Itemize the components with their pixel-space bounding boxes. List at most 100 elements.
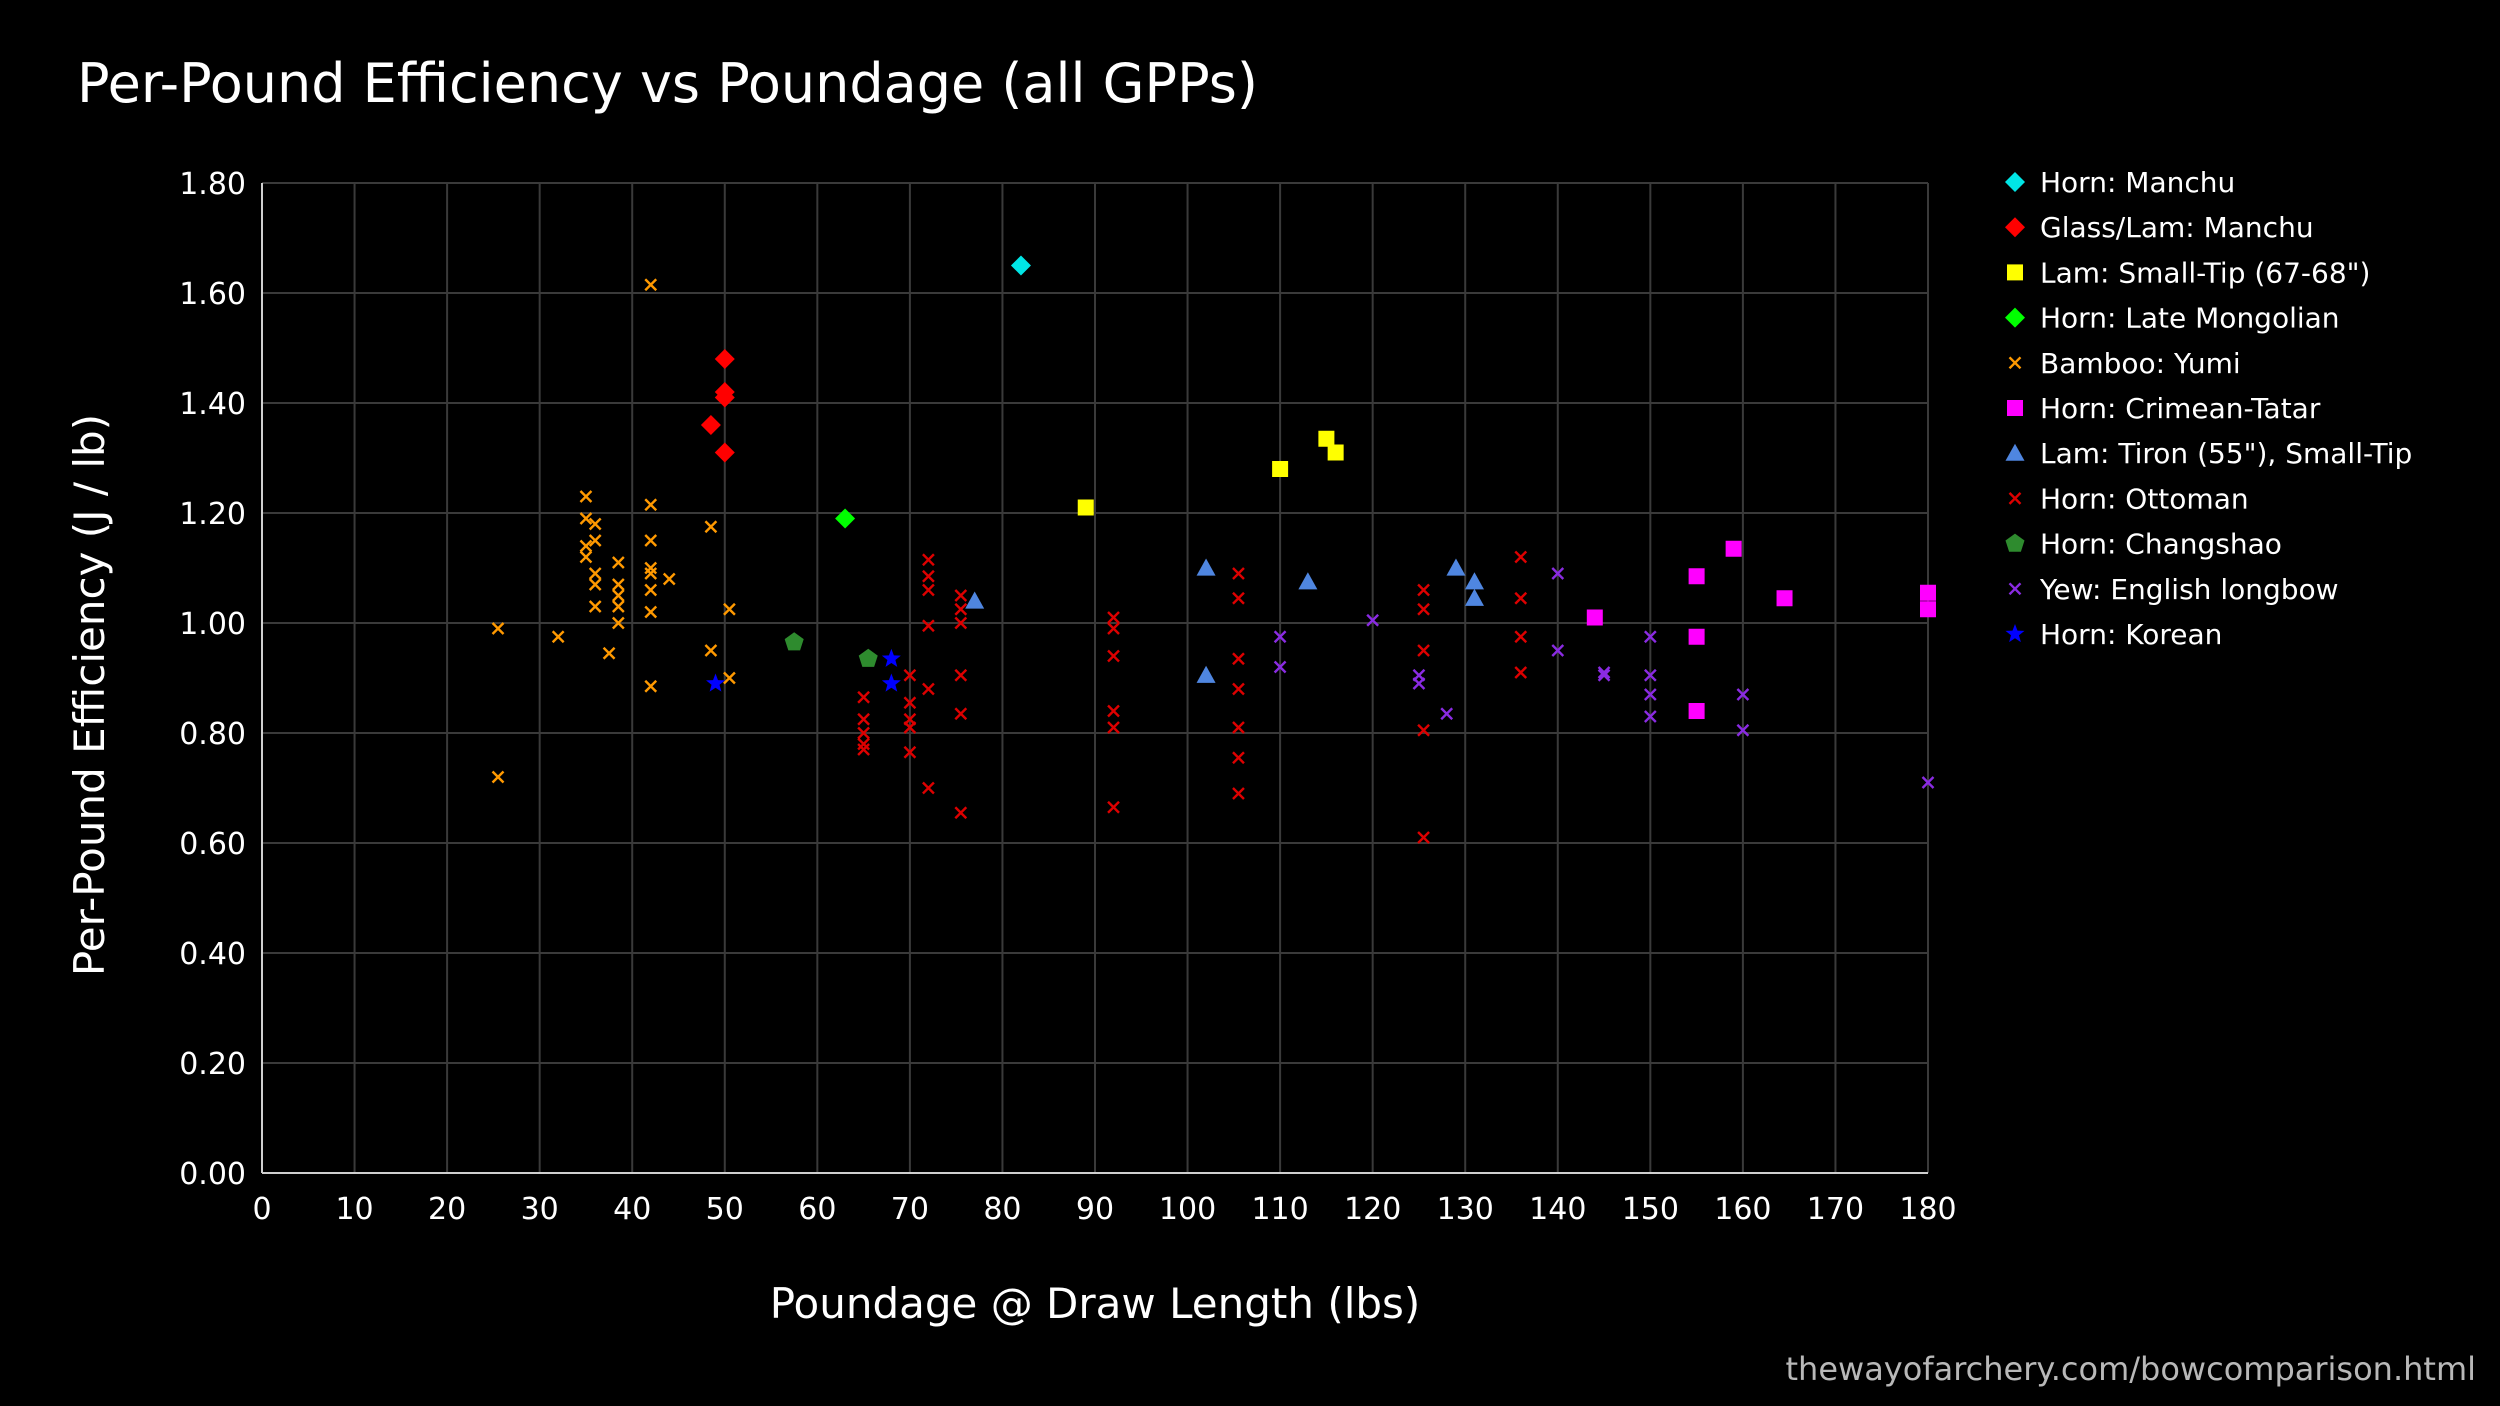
data-point <box>954 806 968 820</box>
data-point <box>723 602 736 616</box>
data-point <box>644 498 658 512</box>
data-point <box>1440 707 1454 721</box>
legend-marker <box>2007 264 2023 281</box>
x-tick-label: 90 <box>1076 1192 1114 1227</box>
data-point <box>922 619 935 633</box>
data-point <box>1464 572 1484 590</box>
source-note: thewayofarchery.com/bowcomparison.html <box>1785 1350 2477 1388</box>
legend-entry-label: Horn: Manchu <box>2040 166 2235 199</box>
data-point <box>922 781 935 795</box>
y-tick-label: 1.60 <box>179 277 246 312</box>
x-tick-label: 110 <box>1251 1192 1308 1227</box>
data-point <box>922 682 935 696</box>
x-tick-label: 150 <box>1622 1192 1679 1227</box>
y-tick-labels: 0.00 0.20 0.40 0.60 0.80 1.00 1.20 1.40 1.60 1.80 <box>179 167 246 1192</box>
y-tick-label: 0.00 <box>179 1157 246 1192</box>
data-point <box>922 583 935 597</box>
y-tick-label: 1.00 <box>179 607 246 642</box>
x-tick-label: 20 <box>428 1192 466 1227</box>
legend-entry-label: Horn: Korean <box>2040 618 2222 651</box>
data-point <box>903 721 917 734</box>
data-point <box>784 632 804 651</box>
data-point <box>1232 682 1245 696</box>
data-point <box>954 602 968 616</box>
data-point <box>1107 649 1120 663</box>
y-tick-label: 1.20 <box>179 497 246 532</box>
data-point <box>954 616 968 630</box>
data-point <box>1107 800 1120 814</box>
legend-marker <box>2005 172 2025 192</box>
legend-marker <box>2005 624 2025 643</box>
legend-marker <box>2008 582 2022 596</box>
x-tick-label: 120 <box>1344 1192 1401 1227</box>
data-point <box>1551 644 1565 657</box>
x-tick-label: 180 <box>1899 1192 1956 1227</box>
data-point <box>611 578 625 591</box>
y-tick-label: 0.60 <box>179 827 246 862</box>
data-point <box>1273 630 1287 644</box>
data-point <box>644 605 658 619</box>
data-point <box>700 415 721 435</box>
data-point <box>1196 558 1216 576</box>
legend-entry-label: Horn: Late Mongolian <box>2040 302 2340 335</box>
data-point <box>1272 461 1289 477</box>
x-tick-label: 60 <box>798 1192 836 1227</box>
x-tick-label: 170 <box>1807 1192 1864 1227</box>
data-point <box>579 490 593 503</box>
data-point <box>644 278 658 292</box>
data-point <box>857 726 870 740</box>
data-point <box>704 520 718 534</box>
data-point <box>1597 668 1611 682</box>
legend-entry-label: Lam: Small-Tip (67-68") <box>2040 256 2370 289</box>
legend-marker <box>2007 400 2023 416</box>
data-point <box>1232 787 1245 800</box>
data-point <box>1417 723 1430 737</box>
data-point <box>1417 602 1430 616</box>
legend-marker <box>2005 533 2025 552</box>
data-point <box>1643 710 1657 723</box>
y-tick-label: 1.80 <box>179 167 246 202</box>
data-point <box>858 648 878 667</box>
data-point <box>611 556 625 569</box>
data-point <box>611 589 625 602</box>
data-point <box>922 553 935 567</box>
data-point <box>954 668 968 682</box>
data-point <box>662 572 676 586</box>
data-point <box>706 673 726 692</box>
data-point <box>579 512 593 525</box>
data-point <box>1107 622 1120 635</box>
data-point <box>903 668 917 682</box>
data-point <box>1514 550 1528 564</box>
data-point <box>579 539 593 553</box>
legend-entry-label: Horn: Ottoman <box>2040 482 2249 515</box>
data-point <box>1514 666 1528 679</box>
x-tick-label: 30 <box>521 1192 559 1227</box>
data-point <box>857 712 870 726</box>
data-points <box>491 255 1936 844</box>
x-axis-label: Poundage @ Draw Length (lbs) <box>770 1279 1421 1328</box>
data-point <box>1327 444 1344 461</box>
x-tick-label: 160 <box>1714 1192 1771 1227</box>
data-point <box>1551 567 1565 580</box>
data-point <box>1232 721 1245 734</box>
data-point <box>1688 703 1705 719</box>
data-point <box>602 646 616 660</box>
data-point <box>1464 588 1484 606</box>
data-point <box>1107 704 1120 718</box>
data-point <box>1643 630 1657 644</box>
data-point <box>714 349 735 369</box>
data-point <box>611 600 625 613</box>
legend-marker <box>2008 356 2022 370</box>
data-point <box>1232 591 1245 605</box>
data-point <box>903 696 917 710</box>
y-tick-label: 0.40 <box>179 937 246 972</box>
x-tick-label: 70 <box>891 1192 929 1227</box>
data-point <box>1417 831 1430 844</box>
data-point <box>1196 665 1216 683</box>
data-point <box>1920 584 1936 601</box>
x-tick-label: 40 <box>613 1192 651 1227</box>
data-point <box>1776 590 1793 607</box>
axes <box>261 183 1928 1174</box>
data-point <box>579 550 593 564</box>
legend-entry-label: Horn: Crimean-Tatar <box>2040 392 2321 425</box>
